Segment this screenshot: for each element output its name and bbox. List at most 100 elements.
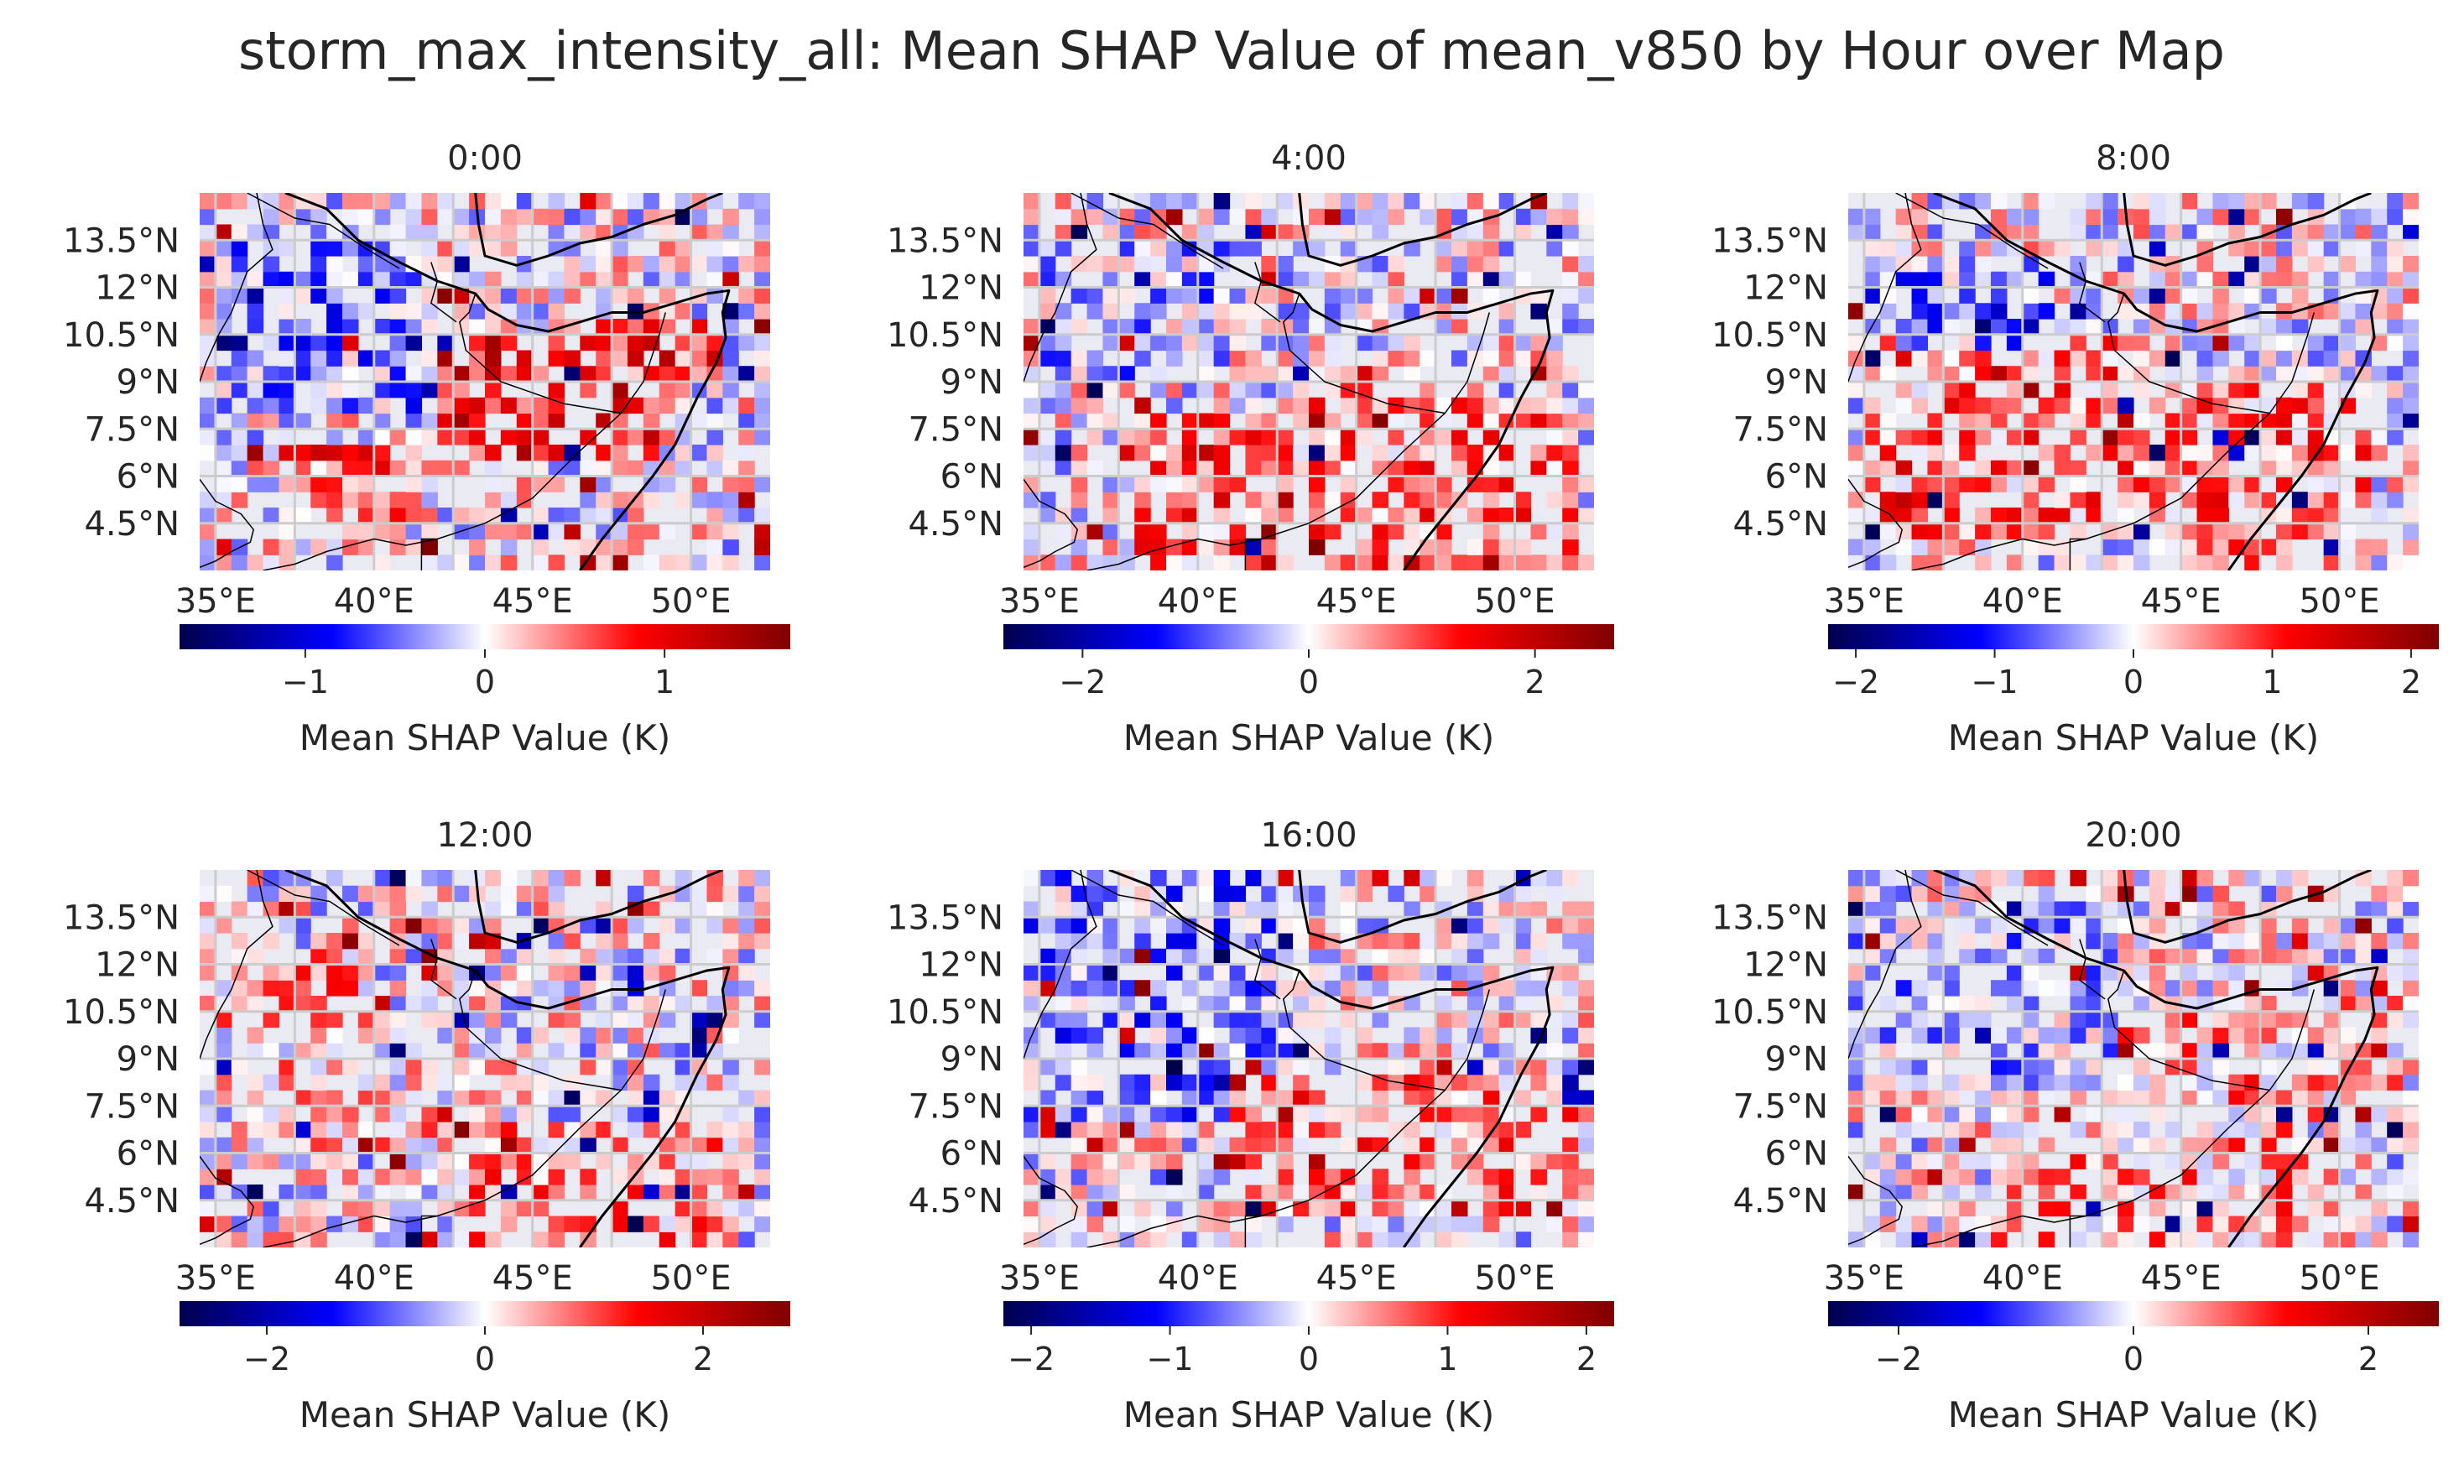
- heatmap-cell: [1356, 193, 1373, 210]
- heatmap-cell: [548, 948, 565, 966]
- heatmap-cell: [1943, 1027, 1960, 1044]
- heatmap-cell: [2006, 980, 2024, 997]
- gridlines: [200, 193, 770, 570]
- heatmap-cell: [2244, 476, 2261, 492]
- heatmap-cell: [1435, 1106, 1452, 1122]
- heatmap-cell: [1943, 397, 1960, 414]
- heatmap-cell: [326, 492, 343, 508]
- heatmap-cell: [596, 1059, 612, 1075]
- heatmap-cell: [1530, 397, 1547, 414]
- heatmap-cell: [1118, 287, 1135, 304]
- heatmap-cell: [1578, 1122, 1594, 1138]
- heatmap-cell: [564, 539, 581, 555]
- heatmap-cell: [1102, 948, 1119, 966]
- heatmap-cell: [294, 539, 311, 555]
- heatmap-cell: [706, 555, 723, 570]
- heatmap-cell: [1466, 964, 1484, 981]
- colorbar-tick-label: 2: [2358, 1341, 2378, 1377]
- heatmap-cell: [1927, 445, 1944, 461]
- heatmap-cell: [1181, 476, 1199, 492]
- heatmap-cell: [1927, 1137, 1944, 1154]
- heatmap-cell: [1197, 366, 1215, 383]
- heatmap-cells: [1848, 870, 2419, 1247]
- heatmap-cell: [2054, 1059, 2071, 1075]
- heatmap-cell: [1213, 397, 1231, 414]
- heatmap-cell: [659, 1185, 676, 1201]
- heatmap-cell: [1181, 413, 1199, 430]
- heatmap-cell: [1562, 397, 1579, 414]
- heatmap-cell: [722, 948, 739, 966]
- heatmap-cell: [485, 1059, 502, 1075]
- heatmap-cell: [1150, 271, 1167, 289]
- heatmap-cell: [1482, 1185, 1500, 1201]
- heatmap-cell: [2118, 1043, 2134, 1060]
- colorbar-tick-label: 0: [1299, 664, 1319, 700]
- heatmap-cell: [1245, 555, 1262, 570]
- heatmap-cell: [1197, 1200, 1215, 1217]
- heatmap-cell: [405, 492, 423, 508]
- heatmap-cell: [2323, 1059, 2341, 1075]
- heatmap-cell: [1498, 193, 1516, 210]
- heatmap-cell: [690, 1231, 708, 1247]
- heatmap-cell: [1863, 1216, 1881, 1232]
- heatmap-cell: [1071, 555, 1088, 570]
- heatmap-cell: [231, 350, 248, 367]
- heatmap-cell: [564, 460, 581, 477]
- heatmap-cell: [516, 964, 534, 981]
- heatmap-cell: [754, 397, 770, 414]
- heatmap-cell: [612, 382, 628, 398]
- coastline: [1848, 193, 1922, 383]
- heatmap-cell: [405, 208, 423, 226]
- heatmap-cell: [469, 224, 486, 241]
- heatmap-cell: [1879, 429, 1897, 445]
- heatmap-cell: [421, 224, 438, 241]
- colorbar: [180, 1301, 790, 1326]
- x-tick-label: 50°E: [1474, 582, 1555, 621]
- heatmap-cell: [548, 1011, 565, 1028]
- heatmap-cell: [1229, 980, 1247, 997]
- colorbar: [1828, 1301, 2439, 1326]
- heatmap-cell: [1118, 1185, 1135, 1201]
- heatmap-cell: [1024, 413, 1040, 430]
- heatmap-cell: [1435, 1122, 1452, 1138]
- heatmap-cell: [1102, 429, 1119, 445]
- heatmap-cell: [326, 334, 343, 351]
- heatmap-cell: [1150, 948, 1167, 966]
- heatmap-cell: [1848, 539, 1865, 555]
- heatmap-cell: [2260, 445, 2277, 461]
- heatmap-cell: [1943, 901, 1960, 918]
- heatmap-cell: [1959, 303, 1976, 320]
- heatmap-cell: [532, 1074, 550, 1091]
- heatmap-cell: [1245, 996, 1262, 1013]
- heatmap-cell: [722, 508, 739, 524]
- heatmap-cell: [294, 917, 311, 934]
- heatmap-cell: [659, 287, 676, 304]
- heatmap-cell: [1578, 1059, 1594, 1075]
- y-tick-label: 12°N: [95, 946, 180, 985]
- heatmap-cell: [1911, 933, 1929, 950]
- heatmap-cell: [421, 539, 438, 555]
- heatmap-cell: [500, 287, 518, 304]
- heatmap-cell: [294, 1169, 311, 1185]
- heatmap-cell: [2307, 366, 2325, 383]
- heatmap-cell: [675, 948, 692, 966]
- heatmap-cell: [2006, 1027, 2024, 1044]
- heatmap-cell: [1943, 271, 1960, 289]
- heatmap-cell: [1451, 240, 1468, 257]
- heatmap-cell: [2006, 334, 2024, 351]
- heatmap-cell: [1197, 539, 1215, 555]
- heatmap-cell: [1911, 445, 1929, 461]
- heatmap-cell: [612, 1074, 628, 1091]
- heatmap-cell: [1372, 870, 1389, 887]
- heatmap-cell: [1911, 193, 1929, 210]
- heatmap-cell: [1927, 885, 1944, 903]
- heatmap-cell: [357, 508, 375, 524]
- heatmap-cell: [1277, 334, 1294, 351]
- heatmap-cell: [2387, 555, 2404, 570]
- heatmap-cell: [263, 271, 280, 289]
- heatmap-cell: [1895, 271, 1913, 289]
- heatmap-cell: [722, 539, 739, 555]
- heatmap-cell: [1927, 1200, 1944, 1217]
- heatmap-cell: [2307, 334, 2325, 351]
- heatmap-cell: [1229, 382, 1247, 398]
